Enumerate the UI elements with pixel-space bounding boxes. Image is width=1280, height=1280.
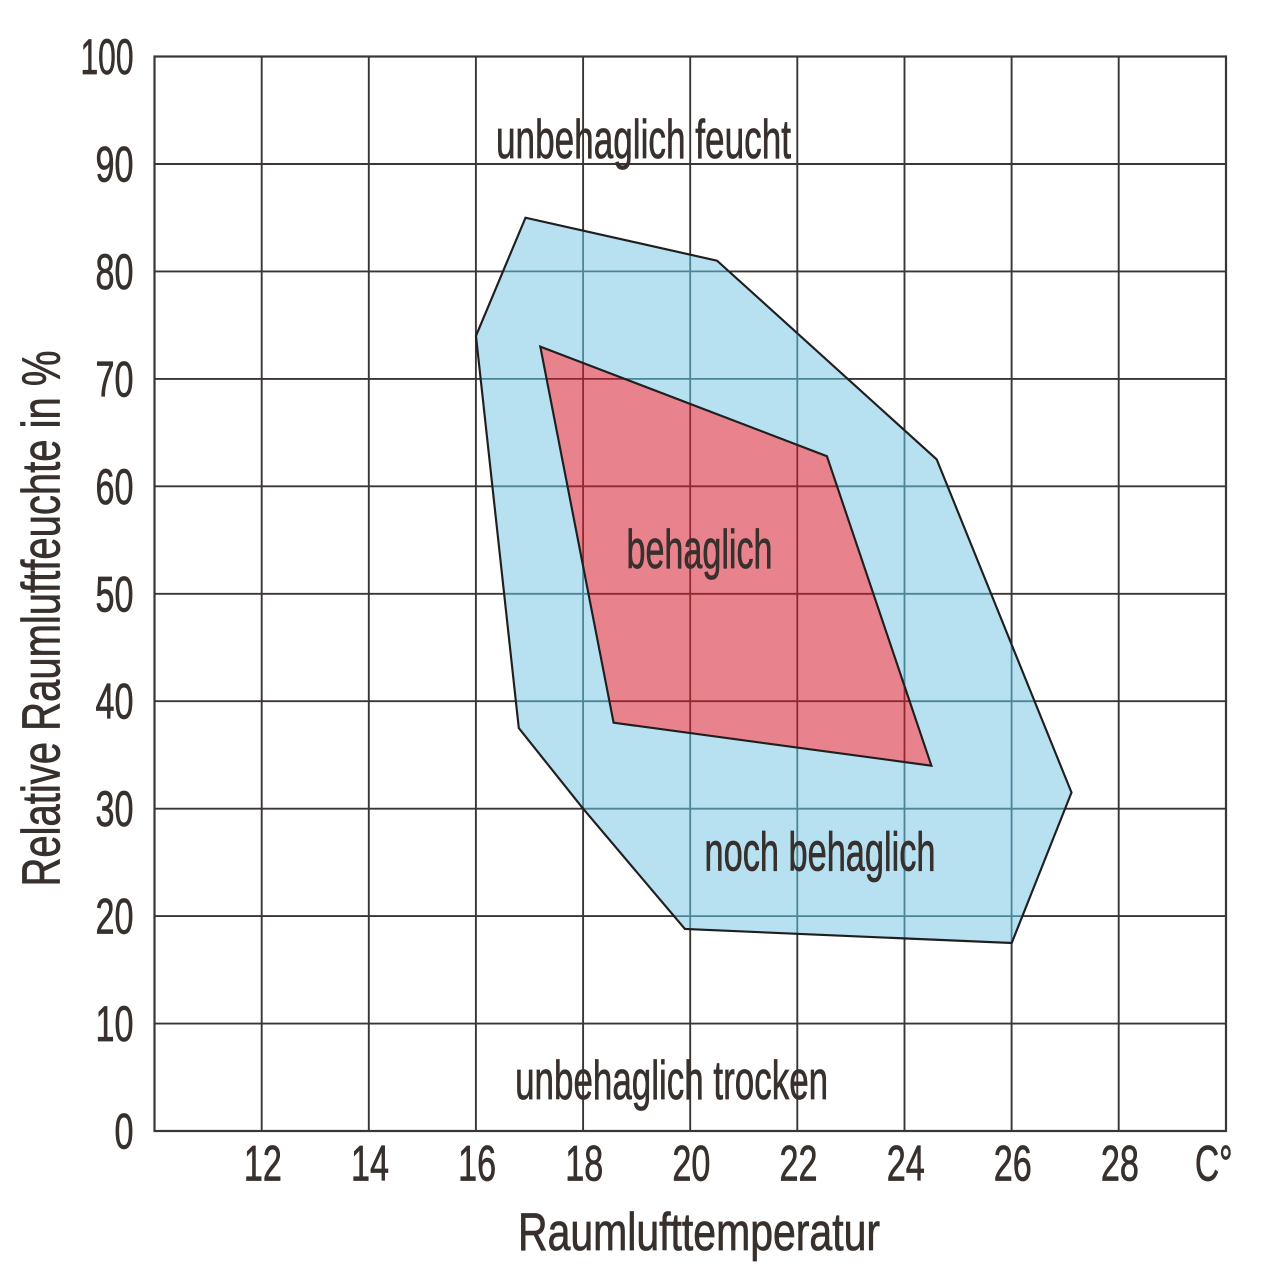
svg-text:18: 18 [565,1136,603,1192]
svg-text:unbehaglich trocken: unbehaglich trocken [515,1049,828,1111]
svg-text:0: 0 [115,1104,134,1160]
svg-text:Raumlufttemperatur: Raumlufttemperatur [518,1203,880,1262]
svg-text:40: 40 [96,674,134,730]
svg-text:10: 10 [96,996,134,1052]
svg-text:26: 26 [994,1136,1032,1192]
svg-text:90: 90 [96,137,134,193]
svg-text:Relative Raumluftfeuchte in %: Relative Raumluftfeuchte in % [12,351,72,887]
svg-text:20: 20 [96,889,134,945]
svg-text:50: 50 [96,566,134,622]
svg-text:70: 70 [96,351,134,407]
svg-text:28: 28 [1101,1136,1139,1192]
svg-text:14: 14 [351,1136,389,1192]
svg-text:16: 16 [458,1136,496,1192]
svg-text:60: 60 [96,459,134,515]
svg-text:30: 30 [96,781,134,837]
svg-text:unbehaglich feucht: unbehaglich feucht [496,108,791,170]
svg-text:behaglich: behaglich [627,518,773,580]
svg-text:C°: C° [1195,1136,1233,1192]
svg-text:22: 22 [780,1136,818,1192]
svg-text:100: 100 [81,29,134,85]
svg-text:24: 24 [887,1136,925,1192]
svg-text:12: 12 [244,1136,282,1192]
svg-text:80: 80 [96,244,134,300]
svg-text:noch behaglich: noch behaglich [705,821,936,883]
svg-text:20: 20 [672,1136,710,1192]
